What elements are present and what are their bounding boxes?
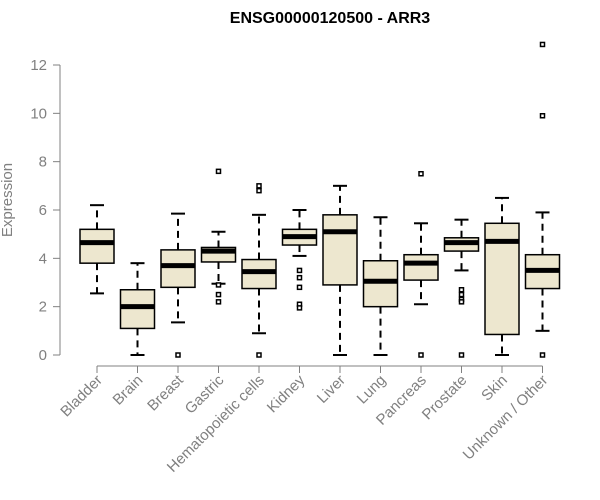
- iqr-box: [322, 214, 358, 286]
- iqr-box: [160, 249, 196, 289]
- box-7: [362, 216, 399, 356]
- box-10: [484, 196, 520, 356]
- box-2: [160, 212, 196, 358]
- y-tick-label: 6: [39, 202, 47, 219]
- outlier-point: [418, 171, 424, 177]
- outlier-point: [539, 352, 546, 358]
- outlier-point: [539, 41, 546, 48]
- outlier-point: [458, 299, 465, 305]
- x-tick-label: Liver: [314, 372, 349, 407]
- box-5: [281, 209, 318, 311]
- x-tick-label: Lung: [354, 372, 390, 408]
- outlier-point: [215, 282, 222, 288]
- outlier-point: [458, 287, 465, 293]
- y-tick-label: 0: [39, 347, 47, 364]
- iqr-box: [403, 253, 439, 281]
- outlier-point: [458, 291, 465, 298]
- y-axis: 0 2 4 6 8 10 12: [30, 57, 61, 364]
- outlier-point: [215, 299, 222, 305]
- x-tick-label: Kidney: [264, 371, 309, 416]
- chart-title: ENSG00000120500 - ARR3: [230, 10, 431, 27]
- box-6: [322, 184, 358, 356]
- x-tick-label: Prostate: [419, 372, 471, 424]
- x-tick-label: Breast: [144, 371, 187, 414]
- y-tick-label: 2: [39, 299, 47, 316]
- x-tick-label: Brain: [110, 372, 147, 409]
- box-0: [79, 204, 115, 295]
- box-8: [403, 171, 439, 358]
- y-tick-label: 8: [39, 154, 47, 171]
- x-tick-label: Bladder: [57, 372, 106, 421]
- outlier-point: [418, 352, 424, 358]
- outlier-point: [296, 274, 303, 281]
- box-3: [200, 168, 237, 305]
- outlier-point: [256, 187, 262, 194]
- box-9: [443, 218, 480, 358]
- outlier-point: [215, 168, 222, 175]
- outlier-point: [256, 352, 262, 358]
- y-tick-label: 12: [30, 57, 47, 74]
- outlier-point: [296, 305, 303, 311]
- y-axis-label: Expression: [0, 163, 16, 237]
- outlier-point: [296, 284, 303, 291]
- box-4: [241, 183, 277, 358]
- y-tick-label: 4: [39, 250, 47, 267]
- box-11: [524, 41, 561, 358]
- x-tick-label: Skin: [478, 372, 511, 405]
- y-tick-label: 10: [30, 105, 47, 122]
- box-1: [119, 262, 156, 356]
- outlier-point: [458, 352, 465, 358]
- outlier-point: [175, 352, 181, 358]
- outlier-point: [296, 267, 303, 274]
- iqr-box: [79, 228, 115, 264]
- outlier-point: [215, 291, 222, 298]
- outlier-point: [256, 183, 262, 189]
- boxes-layer: [79, 41, 561, 358]
- outlier-point: [539, 113, 546, 119]
